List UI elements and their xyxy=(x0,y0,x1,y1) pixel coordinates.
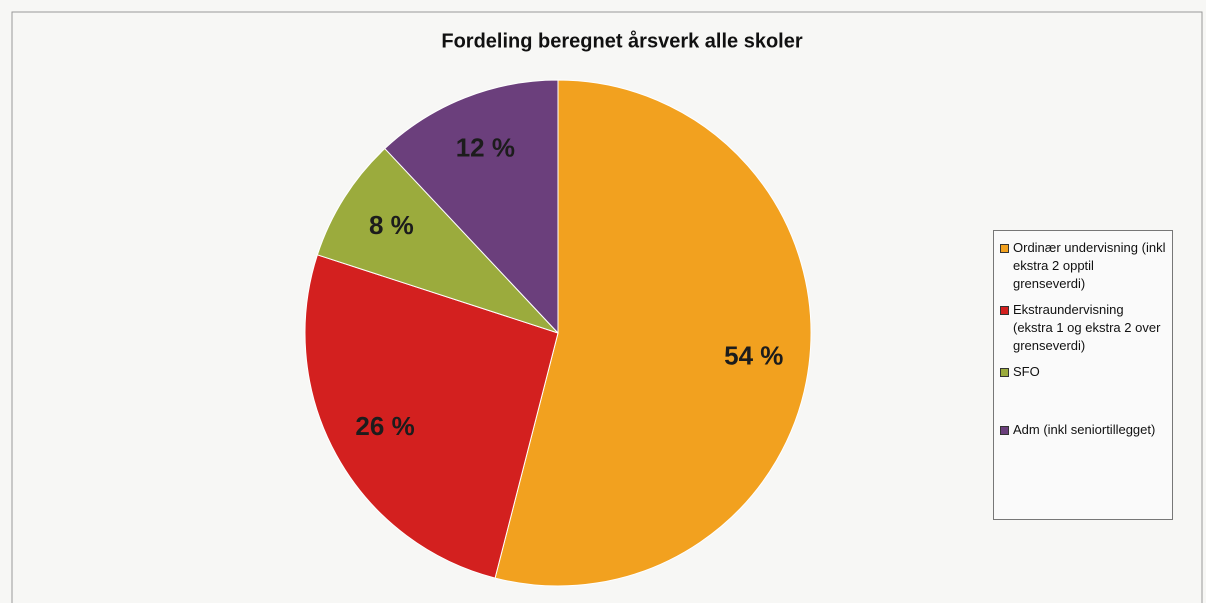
legend-item: Adm (inkl seniortillegget) xyxy=(1000,421,1166,439)
pie-slice xyxy=(494,79,812,587)
pie-slice xyxy=(384,79,559,335)
legend-item: Ekstraundervisning (ekstra 1 og ekstra 2… xyxy=(1000,301,1166,355)
data-label: 12 % xyxy=(456,132,515,162)
data-label: 54 % xyxy=(724,341,783,371)
legend-swatch xyxy=(1000,306,1009,315)
legend-label: Adm (inkl seniortillegget) xyxy=(1013,422,1156,437)
legend-swatch xyxy=(1000,368,1009,377)
legend-label: Ekstraundervisning (ekstra 1 og ekstra 2… xyxy=(1013,302,1161,353)
chart-border xyxy=(11,11,1203,603)
legend-label: SFO xyxy=(1013,364,1040,379)
legend-item: Ordinær undervisning (inkl ekstra 2 oppt… xyxy=(1000,239,1166,293)
data-label: 26 % xyxy=(355,411,414,441)
legend-label: Ordinær undervisning (inkl ekstra 2 oppt… xyxy=(1013,240,1166,291)
legend-swatch xyxy=(1000,426,1009,435)
pie-slice xyxy=(316,147,559,334)
data-label: 8 % xyxy=(369,210,414,240)
chart-title: Fordeling beregnet årsverk alle skoler xyxy=(441,29,802,52)
legend-item: SFO xyxy=(1000,363,1166,381)
legend-swatch xyxy=(1000,244,1009,253)
legend: Ordinær undervisning (inkl ekstra 2 oppt… xyxy=(993,230,1173,520)
pie-slice xyxy=(304,254,559,579)
